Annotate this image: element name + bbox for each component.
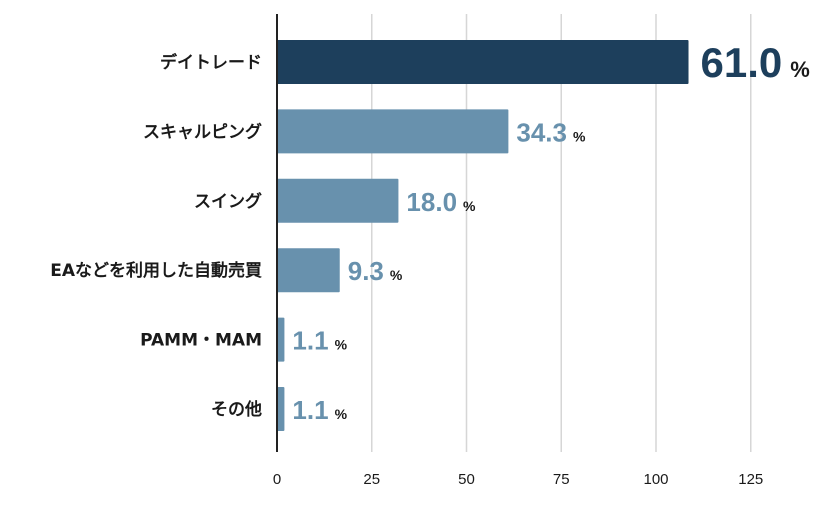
x-tick-label: 0: [273, 471, 281, 488]
x-axis-ticks: 0 25 50 75 100 125: [273, 471, 763, 488]
x-tick-label: 50: [458, 471, 475, 488]
grid-lines: [371, 14, 752, 452]
x-tick-label: 100: [643, 471, 668, 488]
category-label: スキャルピング: [143, 121, 262, 142]
bar: [277, 109, 509, 154]
bar: [277, 178, 399, 223]
category-label: EAなどを利用した自動売買: [50, 260, 262, 281]
category-label: スイング: [194, 191, 262, 212]
value-label: 1.1%: [292, 395, 347, 425]
bar: [277, 248, 340, 293]
x-tick-label: 125: [738, 471, 763, 488]
category-label: その他: [211, 399, 262, 420]
value-label: 1.1%: [292, 326, 347, 356]
bar: [277, 387, 285, 431]
bar: [277, 317, 285, 362]
value-label: 34.3%: [516, 117, 586, 147]
value-labels: 61.0 % 34.3 % 18.0 % 9.3 % 1.1 % 1.1%: [292, 39, 809, 425]
value-label: 61.0%: [701, 39, 810, 86]
value-label: 18.0%: [406, 187, 476, 217]
bars: [277, 40, 689, 431]
x-tick-label: 75: [553, 471, 570, 488]
x-tick-label: 25: [363, 471, 380, 488]
category-label: PAMM・MAM: [140, 331, 262, 351]
value-label: 9.3%: [348, 256, 403, 286]
category-label: デイトレード: [160, 52, 262, 73]
bar: [277, 40, 689, 84]
